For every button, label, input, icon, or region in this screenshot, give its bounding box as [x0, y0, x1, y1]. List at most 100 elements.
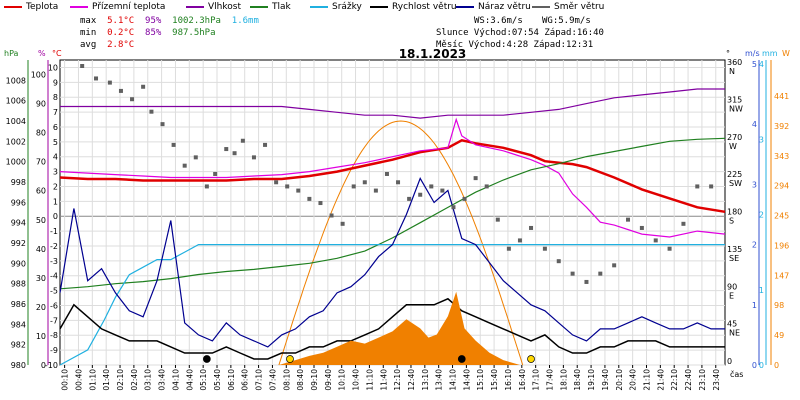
- wind-dir-point-34: [451, 205, 456, 210]
- wind-dir-point-46: [598, 271, 603, 276]
- moon-set-marker: [457, 355, 466, 363]
- axis-dir-name-2: W: [729, 142, 737, 151]
- wind-dir-point-52: [681, 221, 686, 226]
- axis-mm-tick-1: 3: [759, 135, 764, 144]
- series-line-6: [59, 177, 725, 348]
- axis-ms-tick-1: 4: [752, 120, 757, 129]
- axis-w-tick-5: 196: [774, 241, 789, 250]
- axis-dir-tick-8: 0: [727, 357, 732, 366]
- x-tick-label-19: 09:40: [324, 369, 333, 391]
- series-line-2: [60, 88, 725, 119]
- axis-temp-tick-1: -9: [50, 346, 58, 355]
- wind-dir-point-11: [204, 184, 209, 189]
- wind-dir-point-5: [141, 84, 146, 89]
- stats-moon: Měsíc Východ:4:28 Západ:12:31: [436, 40, 594, 50]
- axis-ms-tick-2: 3: [752, 180, 757, 189]
- wind-dir-point-31: [418, 192, 423, 197]
- wind-dir-point-18: [274, 180, 279, 185]
- axis-temp-tick-19: 9: [53, 78, 58, 87]
- wind-dir-point-21: [307, 196, 312, 201]
- axis-dir-label: °: [726, 49, 730, 58]
- x-tick-label-34: 17:10: [532, 369, 541, 391]
- stats-sun: Slunce Východ:07:54 Západ:16:40: [436, 28, 604, 38]
- legend-label-5: Rychlost větru: [392, 2, 457, 12]
- x-tick-label-9: 04:40: [185, 369, 194, 391]
- x-tick-label-24: 12:10: [393, 369, 402, 391]
- wind-dir-point-48: [626, 217, 631, 222]
- x-tick-label-17: 08:40: [296, 369, 305, 391]
- axis-w-tick-1: 392: [774, 122, 789, 131]
- axis-dir-tick-2: 270: [727, 133, 742, 142]
- wind-dir-point-27: [373, 188, 378, 193]
- axis-dir-tick-6: 90: [727, 282, 737, 291]
- axis-temp-tick-20: 10: [48, 63, 58, 72]
- wind-dir-point-22: [318, 201, 323, 206]
- x-tick-label-2: 01:10: [88, 369, 97, 391]
- axis-dir-tick-5: 135: [727, 245, 742, 254]
- wind-dir-point-51: [667, 246, 672, 251]
- legend-label-7: Směr větru: [554, 2, 605, 12]
- x-tick-label-16: 08:10: [282, 369, 291, 391]
- axis-w-tick-4: 245: [774, 212, 789, 221]
- axis-temp-tick-8: -2: [50, 242, 58, 251]
- x-tick-label-28: 14:10: [449, 369, 458, 391]
- axis-hpa-tick-8: 996: [11, 198, 26, 207]
- series-line-0: [59, 138, 726, 214]
- legend-label-1: Přízemní teplota: [92, 2, 166, 12]
- x-tick-label-13: 06:40: [241, 369, 250, 391]
- axis-pct-tick-5: 50: [36, 216, 46, 225]
- x-tick-label-11: 05:40: [213, 369, 222, 391]
- stats-min: min 0.2°C 85% 987.5hPa: [80, 28, 216, 38]
- axis-w-tick-3: 294: [774, 182, 789, 191]
- axis-temp-tick-13: 3: [53, 168, 58, 177]
- wind-dir-point-44: [570, 271, 575, 276]
- wind-dir-point-28: [384, 171, 389, 176]
- x-tick-label-10: 05:10: [199, 369, 208, 391]
- x-axis-label: čas: [730, 369, 743, 379]
- wind-dir-point-35: [462, 196, 467, 201]
- axis-pct-tick-7: 70: [36, 158, 46, 167]
- series-line-5: [59, 297, 725, 360]
- axis-hpa-tick-2: 984: [11, 320, 26, 329]
- axis-temp-tick-14: 4: [53, 153, 58, 162]
- x-tick-label-39: 19:40: [601, 369, 610, 391]
- solar-theoretical-curve: [278, 120, 524, 366]
- wind-dir-point-40: [517, 238, 522, 243]
- axis-pct-tick-1: 10: [36, 332, 46, 341]
- axis-ms-tick-4: 1: [752, 301, 757, 310]
- x-tick-label-6: 03:10: [144, 369, 153, 391]
- axis-hpa-tick-12: 1004: [6, 117, 26, 126]
- sun-rise-marker: [286, 355, 294, 363]
- wind-dir-point-50: [653, 238, 658, 243]
- axis-temp-tick-17: 7: [53, 108, 58, 117]
- axis-pct-tick-0: 0: [41, 361, 46, 370]
- x-tick-label-38: 19:10: [587, 369, 596, 391]
- axis-ms-tick-5: 0: [752, 361, 757, 370]
- x-tick-label-33: 16:40: [518, 369, 527, 391]
- axis-temp-tick-16: 6: [53, 123, 58, 132]
- wind-dir-point-32: [429, 184, 434, 189]
- axis-temp-tick-5: -5: [50, 287, 58, 296]
- axis-w-label: W: [782, 49, 790, 58]
- wind-dir-point-29: [396, 180, 401, 185]
- x-tick-label-47: 23:40: [712, 369, 721, 391]
- x-tick-label-5: 02:40: [130, 369, 139, 391]
- legend-label-0: Teplota: [26, 2, 59, 12]
- axis-pct-tick-8: 80: [36, 129, 46, 138]
- axis-temp-tick-11: 1: [53, 197, 58, 206]
- x-tick-label-31: 15:40: [490, 369, 499, 391]
- axis-pct-tick-2: 20: [36, 303, 46, 312]
- axis-pct-tick-10: 100: [31, 71, 46, 80]
- wind-dir-point-45: [584, 279, 589, 284]
- axis-mm-tick-3: 1: [759, 286, 764, 295]
- solar-area: [278, 291, 520, 365]
- axis-dir-name-7: NE: [729, 329, 740, 338]
- x-tick-label-20: 10:10: [338, 369, 347, 391]
- stats-avg: avg 2.8°C: [80, 40, 135, 50]
- axis-hpa-tick-11: 1002: [6, 137, 26, 146]
- wind-dir-point-4: [130, 97, 135, 102]
- axis-hpa-tick-0: 980: [11, 361, 26, 370]
- axis-temp-tick-10: 0: [53, 212, 58, 221]
- axis-temp-tick-7: -3: [50, 257, 58, 266]
